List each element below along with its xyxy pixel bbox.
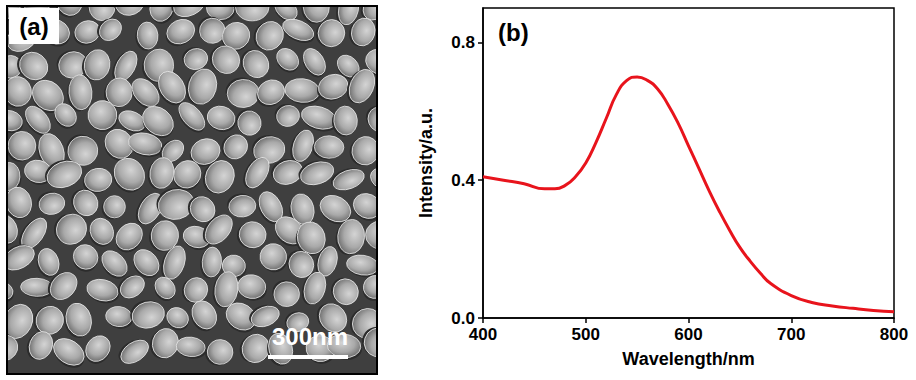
svg-text:400: 400 — [469, 325, 497, 344]
svg-text:0.4: 0.4 — [451, 171, 475, 190]
svg-text:Intensity/a.u.: Intensity/a.u. — [416, 108, 436, 218]
svg-text:0.0: 0.0 — [451, 308, 475, 328]
svg-text:500: 500 — [572, 325, 600, 344]
svg-text:700: 700 — [777, 325, 805, 344]
svg-text:(a): (a) — [19, 13, 48, 40]
svg-text:800: 800 — [880, 325, 908, 344]
svg-text:Wavelength/nm: Wavelength/nm — [622, 349, 754, 369]
svg-text:600: 600 — [674, 325, 702, 344]
svg-text:300nm: 300nm — [272, 323, 348, 350]
svg-text:0.8: 0.8 — [451, 33, 475, 52]
svg-text:(b): (b) — [498, 19, 529, 46]
